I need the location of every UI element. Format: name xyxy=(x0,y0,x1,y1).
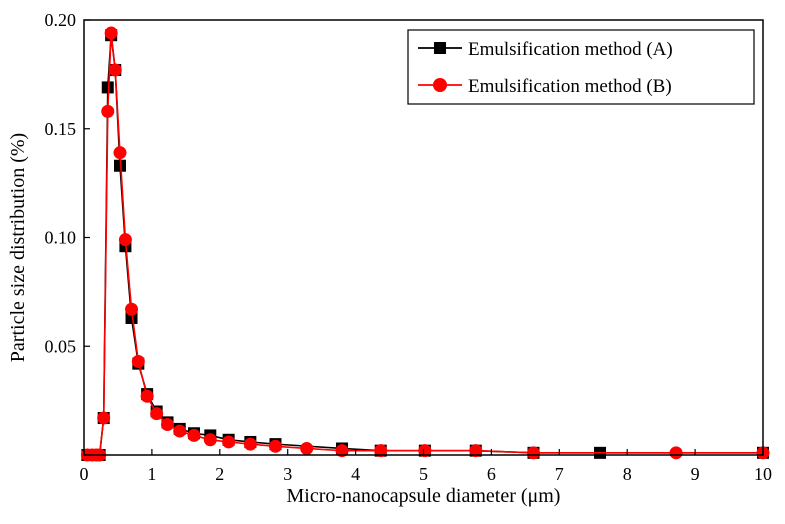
data-point xyxy=(374,444,388,458)
x-tick-label: 1 xyxy=(147,464,156,484)
x-tick-label: 4 xyxy=(351,464,360,484)
legend-item: Emulsification method (B) xyxy=(418,76,672,97)
y-tick-label: 0.15 xyxy=(45,119,77,139)
x-tick-label: 5 xyxy=(419,464,428,484)
data-point xyxy=(131,354,145,368)
axis-ticks: 0 1 2 3 4 5 6 7 8 9 10 0.05 0.10 0.15 0.20 xyxy=(45,10,773,484)
data-point xyxy=(140,389,154,403)
data-point xyxy=(101,104,115,118)
x-tick-label: 2 xyxy=(215,464,224,484)
data-point xyxy=(243,437,257,451)
legend-marker xyxy=(433,78,447,92)
x-tick-label: 6 xyxy=(487,464,496,484)
legend-marker xyxy=(434,42,446,54)
data-point xyxy=(418,444,432,458)
data-point xyxy=(125,302,139,316)
series-layer xyxy=(80,26,770,462)
x-tick-label: 10 xyxy=(754,464,772,484)
data-point xyxy=(300,441,314,455)
data-point xyxy=(104,26,118,40)
x-tick-label: 0 xyxy=(80,464,89,484)
legend-box xyxy=(407,29,755,105)
data-point xyxy=(161,418,175,432)
y-tick-label: 0.05 xyxy=(45,336,77,356)
x-tick-label: 3 xyxy=(283,464,292,484)
legend: Emulsification method (A) Emulsification … xyxy=(407,29,755,105)
data-point xyxy=(469,444,483,458)
data-point xyxy=(335,444,349,458)
x-tick-label: 7 xyxy=(555,464,564,484)
series-1 xyxy=(80,26,770,462)
data-point xyxy=(113,146,127,160)
x-tick-label: 8 xyxy=(623,464,632,484)
data-point xyxy=(187,428,201,442)
data-point xyxy=(526,446,540,460)
data-point xyxy=(222,435,236,449)
data-point xyxy=(97,411,111,425)
y-tick-label: 0.20 xyxy=(45,10,77,30)
data-point xyxy=(268,439,282,453)
data-point xyxy=(108,63,122,77)
x-tick-label: 9 xyxy=(691,464,700,484)
y-axis-label: Particle size distribution (%) xyxy=(7,133,29,362)
data-point xyxy=(150,407,164,421)
x-axis-label: Micro-nanocapsule diameter (μm) xyxy=(287,485,561,507)
data-point xyxy=(113,159,126,172)
legend-item: Emulsification method (A) xyxy=(418,39,673,60)
data-point xyxy=(173,424,187,438)
data-point xyxy=(101,81,114,94)
data-point xyxy=(203,433,217,447)
legend-label: Emulsification method (A) xyxy=(468,39,673,60)
data-point xyxy=(669,446,683,460)
legend-label: Emulsification method (B) xyxy=(468,76,672,97)
data-point xyxy=(118,233,132,247)
y-tick-label: 0.10 xyxy=(45,228,77,248)
